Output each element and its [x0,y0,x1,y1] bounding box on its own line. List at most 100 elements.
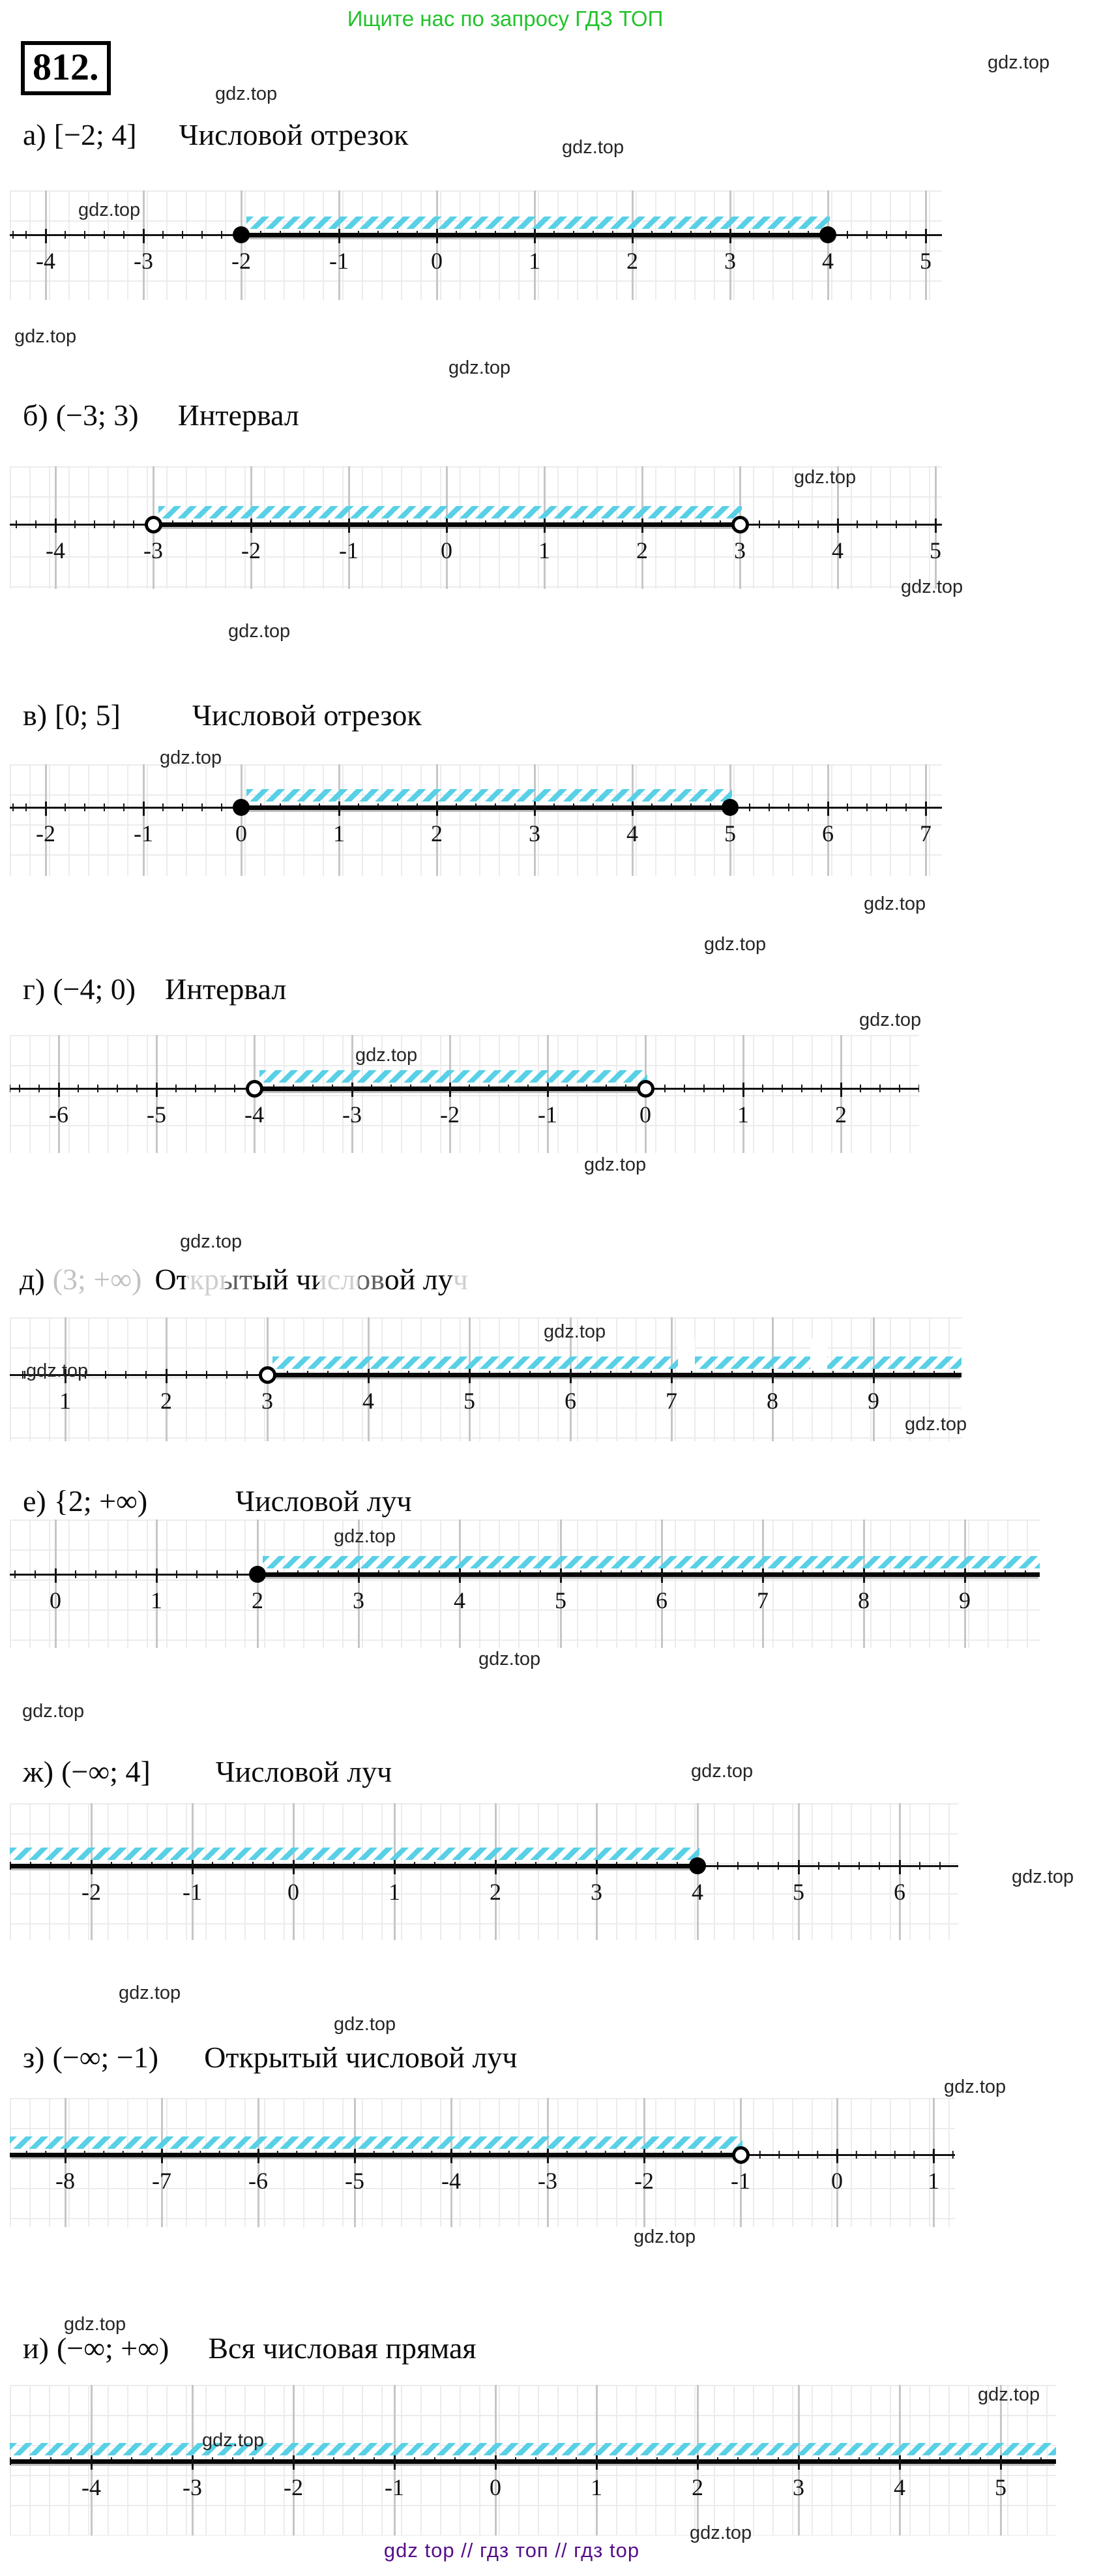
major-tick [55,1568,57,1583]
tick-label: 2 [431,820,443,846]
unit-gridline [560,1520,562,1648]
tick-label: -6 [248,2168,268,2194]
unit-gridline [338,190,340,300]
watermark-gdz-top: gdz.top [355,1045,418,1066]
watermark-gdz-top: gdz.top [334,1526,396,1547]
unit-gridline [632,190,634,300]
tick-label: -2 [231,248,251,274]
tick-label: -4 [441,2168,461,2194]
watermark-gdz-top: gdz.top [864,893,926,914]
unit-gridline [241,764,242,876]
watermark-gdz-top: gdz.top [180,1231,242,1252]
major-tick [469,1369,471,1383]
watermark-gdz-top: gdz.top [202,2430,265,2451]
closed-endpoint-dot [249,1566,266,1583]
major-tick [450,2149,452,2163]
major-tick [143,801,145,816]
numberline-b: -4 -3 -2 -1 0 1 2 3 4 5 [10,466,942,589]
section-letter: з) [23,2041,45,2074]
closed-endpoint-dot [233,799,250,816]
major-tick [964,1568,966,1583]
footer-links: gdz top // гдз топ // гдз top [383,2539,640,2562]
section-g-header: г) (−4; 0) Интервал [23,972,286,1006]
tick-label: -3 [134,248,153,274]
major-tick [91,1860,93,1874]
major-tick [798,1860,800,1874]
interval-notation: [−2; 4] [53,118,137,151]
unit-gridline [632,764,634,876]
tick-label: 4 [626,820,638,846]
major-tick [257,2149,259,2163]
tick-label: 7 [920,820,932,846]
tick-label: -4 [81,2474,101,2500]
major-tick [798,2455,800,2470]
tick-label: 0 [639,1101,651,1128]
tick-label: 3 [353,1587,364,1613]
major-tick [836,2149,838,2163]
interval-segment [10,2459,1056,2464]
watermark-gdz-top: gdz.top [634,2226,696,2247]
major-tick [495,1860,497,1874]
watermark-gdz-top: gdz.top [228,621,291,642]
interval-notation: (−∞; 4] [61,1755,151,1788]
tick-label: -2 [81,1879,101,1905]
tick-label: 0 [831,2168,843,2194]
tick-label: -5 [147,1101,166,1128]
unit-gridline [762,1520,764,1648]
major-tick [632,801,634,816]
tick-label: -2 [634,2168,654,2194]
tick-label: -3 [342,1101,362,1128]
tick-label: -2 [241,537,261,563]
major-tick [925,801,927,816]
interval-segment [257,1572,1040,1577]
major-tick [544,518,546,533]
major-tick [547,1083,549,1097]
major-tick [358,1568,360,1583]
section-letter: е) [23,1484,46,1518]
open-endpoint-dot [246,1080,263,1098]
tick-label: 4 [832,537,844,563]
tick-label: 7 [666,1388,677,1414]
major-tick [65,1369,66,1383]
tick-label: 5 [793,1879,804,1905]
problem-number: 812. [33,46,99,88]
major-tick [338,229,340,243]
unit-gridline [338,764,340,876]
tick-label: 1 [591,2474,602,2500]
numberline-i: -4 -3 -2 -1 0 1 2 3 4 5 [10,2385,1056,2536]
shaded-region-hatch [158,506,742,518]
major-tick [436,229,438,243]
major-tick [547,2149,549,2163]
watermark-gdz-top: gdz.top [562,137,624,158]
major-tick [840,1083,842,1097]
numberline-z: -8 -7 -6 -5 -4 -3 -2 -1 0 1 [10,2098,955,2227]
section-letter: а) [23,118,46,151]
watermark-gdz-top: gdz.top [690,2523,752,2543]
tick-label: 7 [757,1587,769,1613]
shaded-region-hatch [10,2136,742,2149]
tick-label: -3 [538,2168,557,2194]
unit-gridline [241,190,242,300]
watermark-gdz-top: gdz.top [14,326,77,347]
watermark-gdz-top: gdz.top [544,1321,606,1342]
major-tick [293,1860,295,1874]
unit-gridline [459,1520,461,1648]
tick-label: 0 [431,248,443,274]
section-letter: в) [23,698,48,732]
unit-gridline [156,1520,158,1648]
tick-label: 5 [724,820,736,846]
tick-label: -5 [345,2168,364,2194]
tick-label: 1 [529,248,540,274]
tick-label: -4 [46,537,65,563]
tick-label: 9 [959,1587,971,1613]
tick-label: 6 [894,1879,905,1905]
section-i-header: и) (−∞; +∞) Вся числовая прямая [23,2331,477,2365]
tick-label: 5 [930,537,941,563]
section-letter: г) [23,972,46,1006]
shaded-region-hatch [10,1848,699,1860]
tick-label: 2 [692,2474,703,2500]
major-tick [394,2455,396,2470]
unit-gridline [45,764,47,876]
major-tick [354,2149,356,2163]
watermark-gdz-top: gdz.top [905,1414,967,1435]
